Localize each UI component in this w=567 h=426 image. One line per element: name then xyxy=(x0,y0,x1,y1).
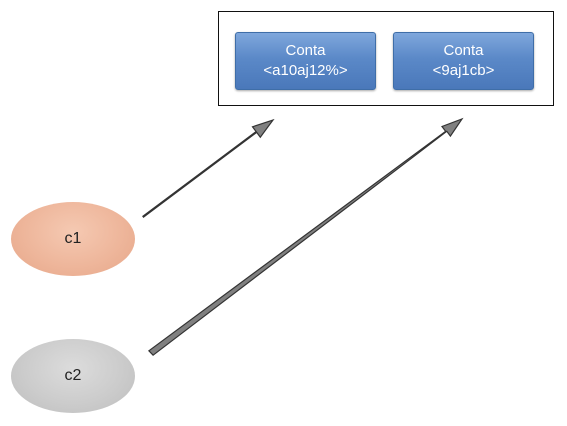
account-id: <9aj1cb> xyxy=(432,62,495,79)
client-label: c2 xyxy=(64,367,82,384)
arrow-c1-to-account-a10aj12 xyxy=(142,118,275,218)
client-node-c1[interactable]: c1 xyxy=(11,202,135,276)
arrow-c2-to-account-9aj1cb xyxy=(147,117,464,357)
account-label: Conta xyxy=(285,42,326,59)
client-node-c2[interactable]: c2 xyxy=(11,339,135,413)
account-id: <a10aj12%> xyxy=(263,62,348,79)
client-label: c1 xyxy=(64,230,82,247)
account-box-a10aj12[interactable]: Conta <a10aj12%> xyxy=(235,32,376,90)
account-box-9aj1cb[interactable]: Conta <9aj1cb> xyxy=(393,32,534,90)
account-label: Conta xyxy=(443,42,484,59)
accounts-container: Conta <a10aj12%> Conta <9aj1cb> xyxy=(218,11,554,106)
